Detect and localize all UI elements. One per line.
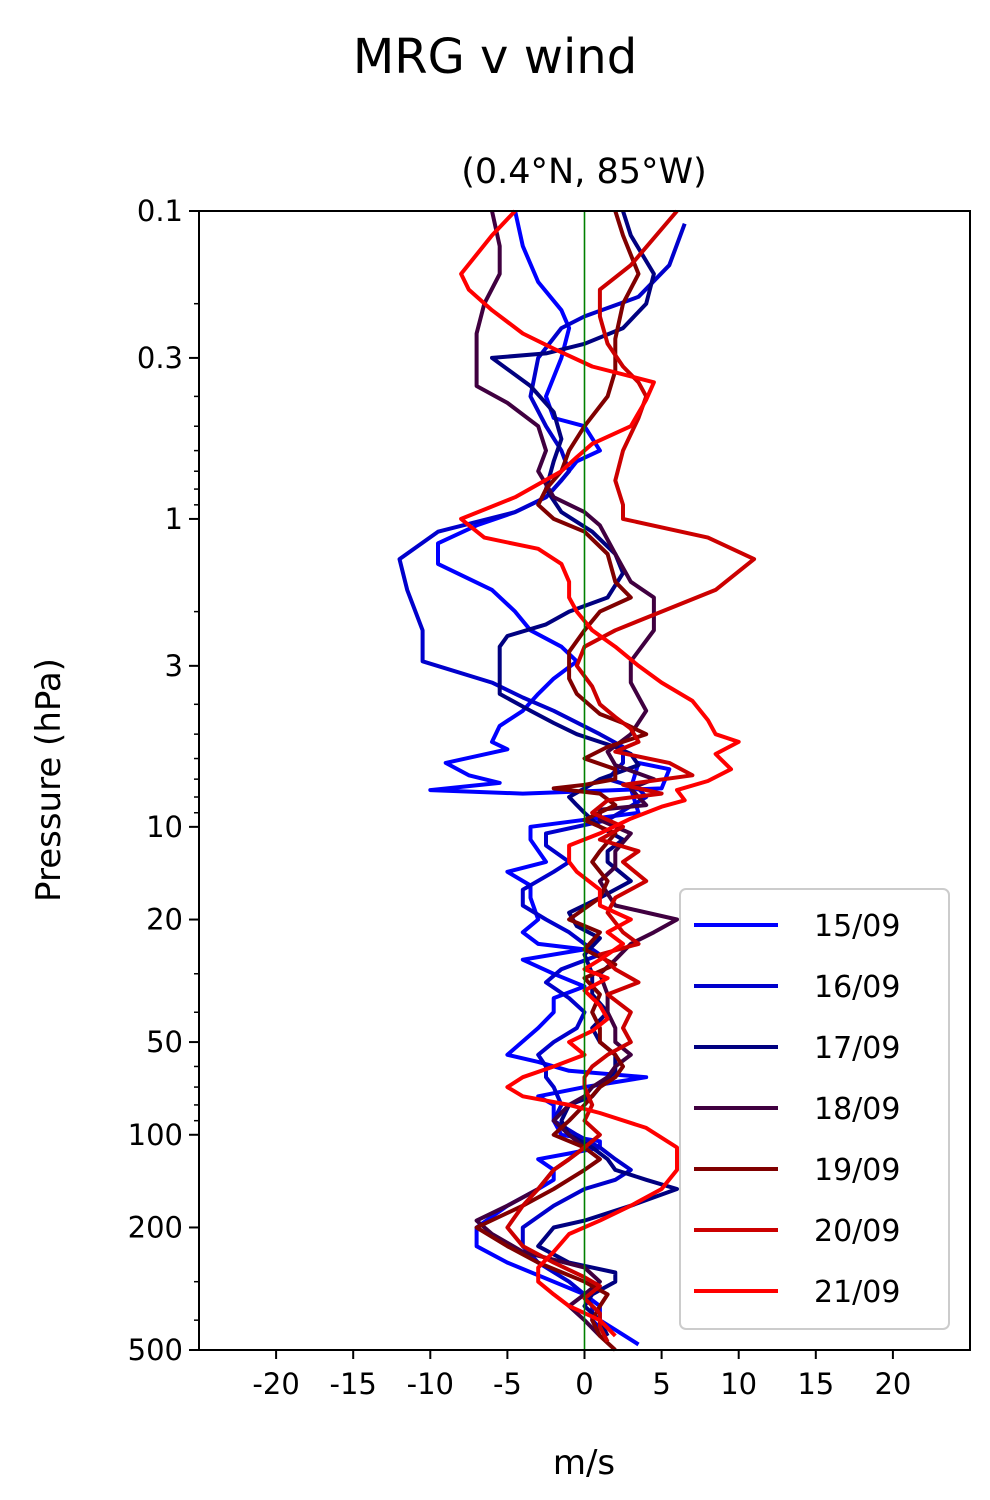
legend-label: 17/09 [814,1031,900,1066]
legend-label: 18/09 [814,1092,900,1127]
x-tick-label: -20 [252,1367,299,1401]
x-tick-label: -10 [407,1367,454,1401]
y-tick-label: 1 [165,502,183,536]
x-tick-label: 0 [575,1367,593,1401]
y-tick-label: 0.1 [137,194,183,228]
x-tick-label: -15 [330,1367,377,1401]
legend-label: 15/09 [814,909,900,944]
x-tick-label: 10 [720,1367,757,1401]
y-ticks: 0.1 0.3 1 3 10 20 50 100 200 500 [128,194,199,1367]
y-tick-label: 50 [146,1025,183,1059]
legend-label: 16/09 [814,970,900,1005]
y-tick-label: 100 [128,1118,183,1152]
series-line-19-09 [474,210,649,1352]
legend-label: 21/09 [814,1275,900,1310]
legend-label: 20/09 [814,1214,900,1249]
legend: 15/09 16/09 17/09 18/09 19/09 20/09 21/09 [679,888,950,1330]
series-line-20-09 [505,209,757,1343]
y-axis-label: Pressure (hPa) [29,658,69,902]
legend-box [679,888,950,1330]
series-line-21-09 [459,209,741,1338]
y-tick-label: 500 [128,1333,183,1367]
x-tick-label: 15 [797,1367,834,1401]
y-tick-label: 3 [165,649,183,683]
y-tick-label: 10 [146,810,183,844]
legend-label: 19/09 [814,1153,900,1188]
y-tick-label: 20 [146,903,183,937]
y-tick-label: 0.3 [137,341,183,375]
series-layer [397,209,757,1352]
x-ticks: -20 -15 -10 -5 0 5 10 15 20 [252,1350,911,1401]
y-tick-label: 200 [128,1210,183,1244]
x-tick-label: 5 [652,1367,670,1401]
x-tick-label: 20 [874,1367,911,1401]
x-axis-label: m/s [553,1443,615,1483]
x-tick-label: -5 [493,1367,522,1401]
plot-subtitle: (0.4°N, 85°W) [461,152,707,192]
figure-title: MRG v wind [353,29,637,85]
